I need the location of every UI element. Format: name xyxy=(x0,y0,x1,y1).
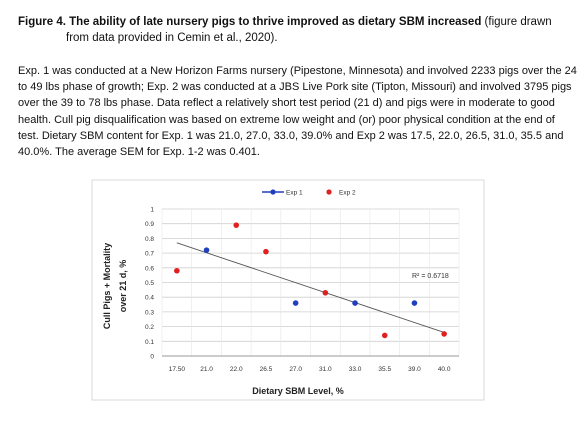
legend-marker xyxy=(326,189,332,195)
x-tick-label: 33.0 xyxy=(349,366,362,373)
x-tick-label: 39.0 xyxy=(408,366,421,373)
figure-source: from data provided in Cemin et al., 2020… xyxy=(66,32,278,44)
y-tick-label: 0 xyxy=(150,354,154,361)
x-tick-label: 17.50 xyxy=(169,366,186,373)
y-tick-label: 0.6 xyxy=(145,265,154,272)
data-point-exp-1 xyxy=(352,300,358,306)
figure-caption: Figure 4. The ability of late nursery pi… xyxy=(18,14,578,46)
x-tick-label: 22.0 xyxy=(230,366,243,373)
data-point-exp-2 xyxy=(322,289,329,296)
legend-label: Exp 2 xyxy=(339,190,356,197)
legend-label: Exp 1 xyxy=(286,190,303,197)
y-tick-label: 0.5 xyxy=(145,280,154,287)
x-tick-label: 40.0 xyxy=(438,366,451,373)
figure-label: Figure 4. xyxy=(18,16,66,28)
y-tick-label: 0.4 xyxy=(145,295,154,302)
data-point-exp-1 xyxy=(292,300,299,306)
y-axis-title-line1: Cull Pigs + Mortality xyxy=(102,243,112,329)
x-tick-label: 21.0 xyxy=(200,366,213,373)
y-tick-label: 0.2 xyxy=(145,324,154,331)
y-tick-label: 0.7 xyxy=(145,251,154,258)
chart-frame xyxy=(91,179,485,401)
data-point-exp-2 xyxy=(174,267,180,274)
x-axis-title: Dietary SBM Level, % xyxy=(252,386,344,396)
figure-title: The ability of late nursery pigs to thri… xyxy=(69,16,482,28)
y-tick-label: 0.9 xyxy=(145,221,154,228)
data-point-exp-1 xyxy=(411,300,418,306)
data-point-exp-2 xyxy=(381,332,388,339)
y-tick-label: 1 xyxy=(150,207,154,214)
y-axis-title-line2: over 21 d, % xyxy=(118,260,128,313)
linear-trendline xyxy=(176,242,445,333)
figure-description: Exp. 1 was conducted at a New Horizon Fa… xyxy=(18,65,577,159)
y-tick-label: 0.1 xyxy=(145,339,154,346)
r-squared-annotation: R² = 0.6718 xyxy=(412,273,449,280)
figure-title-note: (figure drawn xyxy=(481,16,552,28)
x-tick-label: 26.5 xyxy=(260,366,273,373)
y-tick-label: 0.3 xyxy=(145,309,154,316)
x-tick-label: 35.5 xyxy=(378,366,391,373)
y-tick-label: 0.8 xyxy=(145,236,154,243)
data-point-exp-2 xyxy=(263,248,269,255)
legend-marker xyxy=(270,189,276,195)
data-point-exp-2 xyxy=(441,331,447,337)
x-tick-label: 31.0 xyxy=(319,366,332,373)
x-tick-label: 27.0 xyxy=(289,366,302,373)
data-point-exp-1 xyxy=(203,247,210,253)
data-point-exp-2 xyxy=(233,222,240,228)
